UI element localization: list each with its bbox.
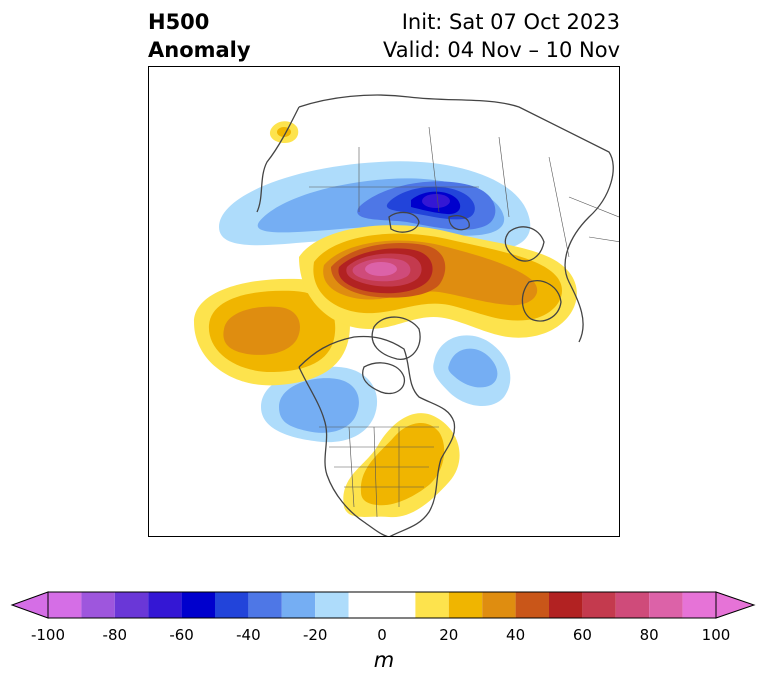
colorbar-tick-label: 20	[439, 626, 459, 644]
colorbar-extend-min	[10, 591, 49, 619]
colorbar-tick-label: -20	[302, 626, 328, 644]
colorbar-frame	[47, 591, 717, 619]
valid-range: Valid: 04 Nov – 10 Nov	[383, 38, 620, 62]
colorbar-tick-label: -100	[30, 626, 66, 644]
colorbar-tick-label: -80	[102, 626, 128, 644]
colorbar-bin	[482, 592, 516, 618]
init-date: Init: Sat 07 Oct 2023	[401, 10, 620, 34]
colorbar-bins	[10, 591, 756, 619]
negative-anomaly-east-asia	[219, 161, 531, 252]
colorbar-bin	[415, 592, 449, 618]
variable-subtitle: Anomaly	[148, 38, 251, 62]
colorbar-bin	[649, 592, 683, 618]
colorbar-bin	[315, 592, 349, 618]
colorbar-tick-label: 60	[572, 626, 592, 644]
anomaly-map	[148, 66, 620, 537]
colorbar-bin	[549, 592, 583, 618]
positive-anomaly-small-north	[269, 121, 299, 143]
title-right: Init: Sat 07 Oct 2023 Valid: 04 Nov – 10…	[383, 8, 620, 64]
colorbar-extend-max	[715, 591, 756, 619]
colorbar-bin	[215, 592, 249, 618]
country-borders	[309, 126, 619, 518]
colorbar-bin	[181, 592, 215, 618]
colorbar-tick-label: 40	[506, 626, 526, 644]
colorbar-bin	[615, 592, 650, 618]
colorbar-bin	[148, 592, 182, 618]
colorbar-unit-label: m	[373, 648, 395, 672]
colorbar-tick-label: -60	[169, 626, 194, 644]
colorbar-tick-label: -40	[236, 626, 261, 644]
colorbar-bin	[281, 592, 316, 618]
colorbar-bin	[348, 592, 416, 618]
colorbar-bin	[248, 592, 282, 618]
title-left: H500 Anomaly	[148, 8, 251, 64]
colorbar-tick-label: 80	[639, 626, 659, 644]
colorbar-bin	[448, 592, 483, 618]
colorbar-bin	[81, 592, 115, 618]
map-canvas	[194, 94, 619, 536]
colorbar-tick-label: 100	[701, 626, 731, 644]
negative-anomaly-north-atlantic	[433, 335, 511, 407]
positive-anomaly-siberia	[299, 225, 577, 338]
colorbar-bin	[682, 592, 716, 618]
colorbar	[10, 591, 756, 619]
colorbar-tick-label: 0	[377, 626, 387, 644]
colorbar-bin	[48, 592, 82, 618]
positive-anomaly-pacific-ridge	[194, 278, 350, 386]
colorbar-bin	[582, 592, 616, 618]
positive-anomaly-eastern-us	[343, 413, 460, 518]
colorbar-bin	[114, 592, 149, 618]
coastlines	[256, 94, 614, 536]
variable-name: H500	[148, 10, 210, 34]
colorbar-bin	[515, 592, 549, 618]
